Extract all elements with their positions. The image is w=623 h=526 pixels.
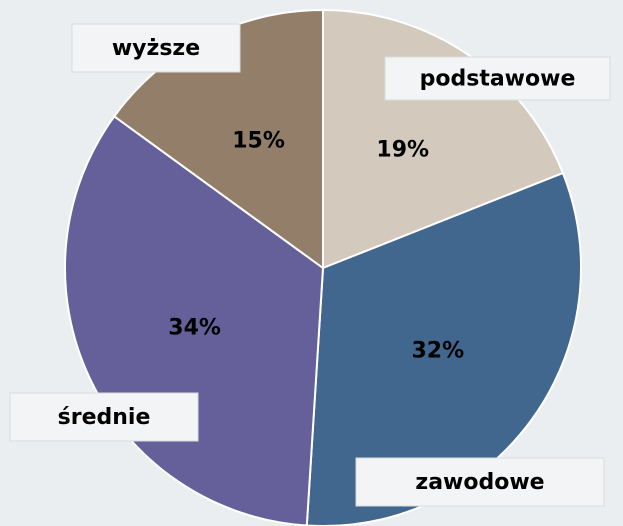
category-label: podstawowe: [420, 67, 576, 92]
label-box: [384, 56, 611, 101]
label-box: [9, 392, 199, 442]
label-box: [71, 23, 241, 73]
category-label: wyższe: [112, 36, 200, 61]
percent-label: 32%: [411, 338, 464, 363]
category-label: średnie: [58, 405, 151, 430]
pie-slice: [305, 171, 582, 526]
pie-slice: [322, 8, 565, 270]
percent-label: 34%: [168, 315, 221, 340]
percent-label: 15%: [232, 129, 285, 154]
label-box: [355, 457, 605, 507]
category-label: zawodowe: [415, 470, 544, 495]
percent-label: 19%: [376, 138, 429, 163]
